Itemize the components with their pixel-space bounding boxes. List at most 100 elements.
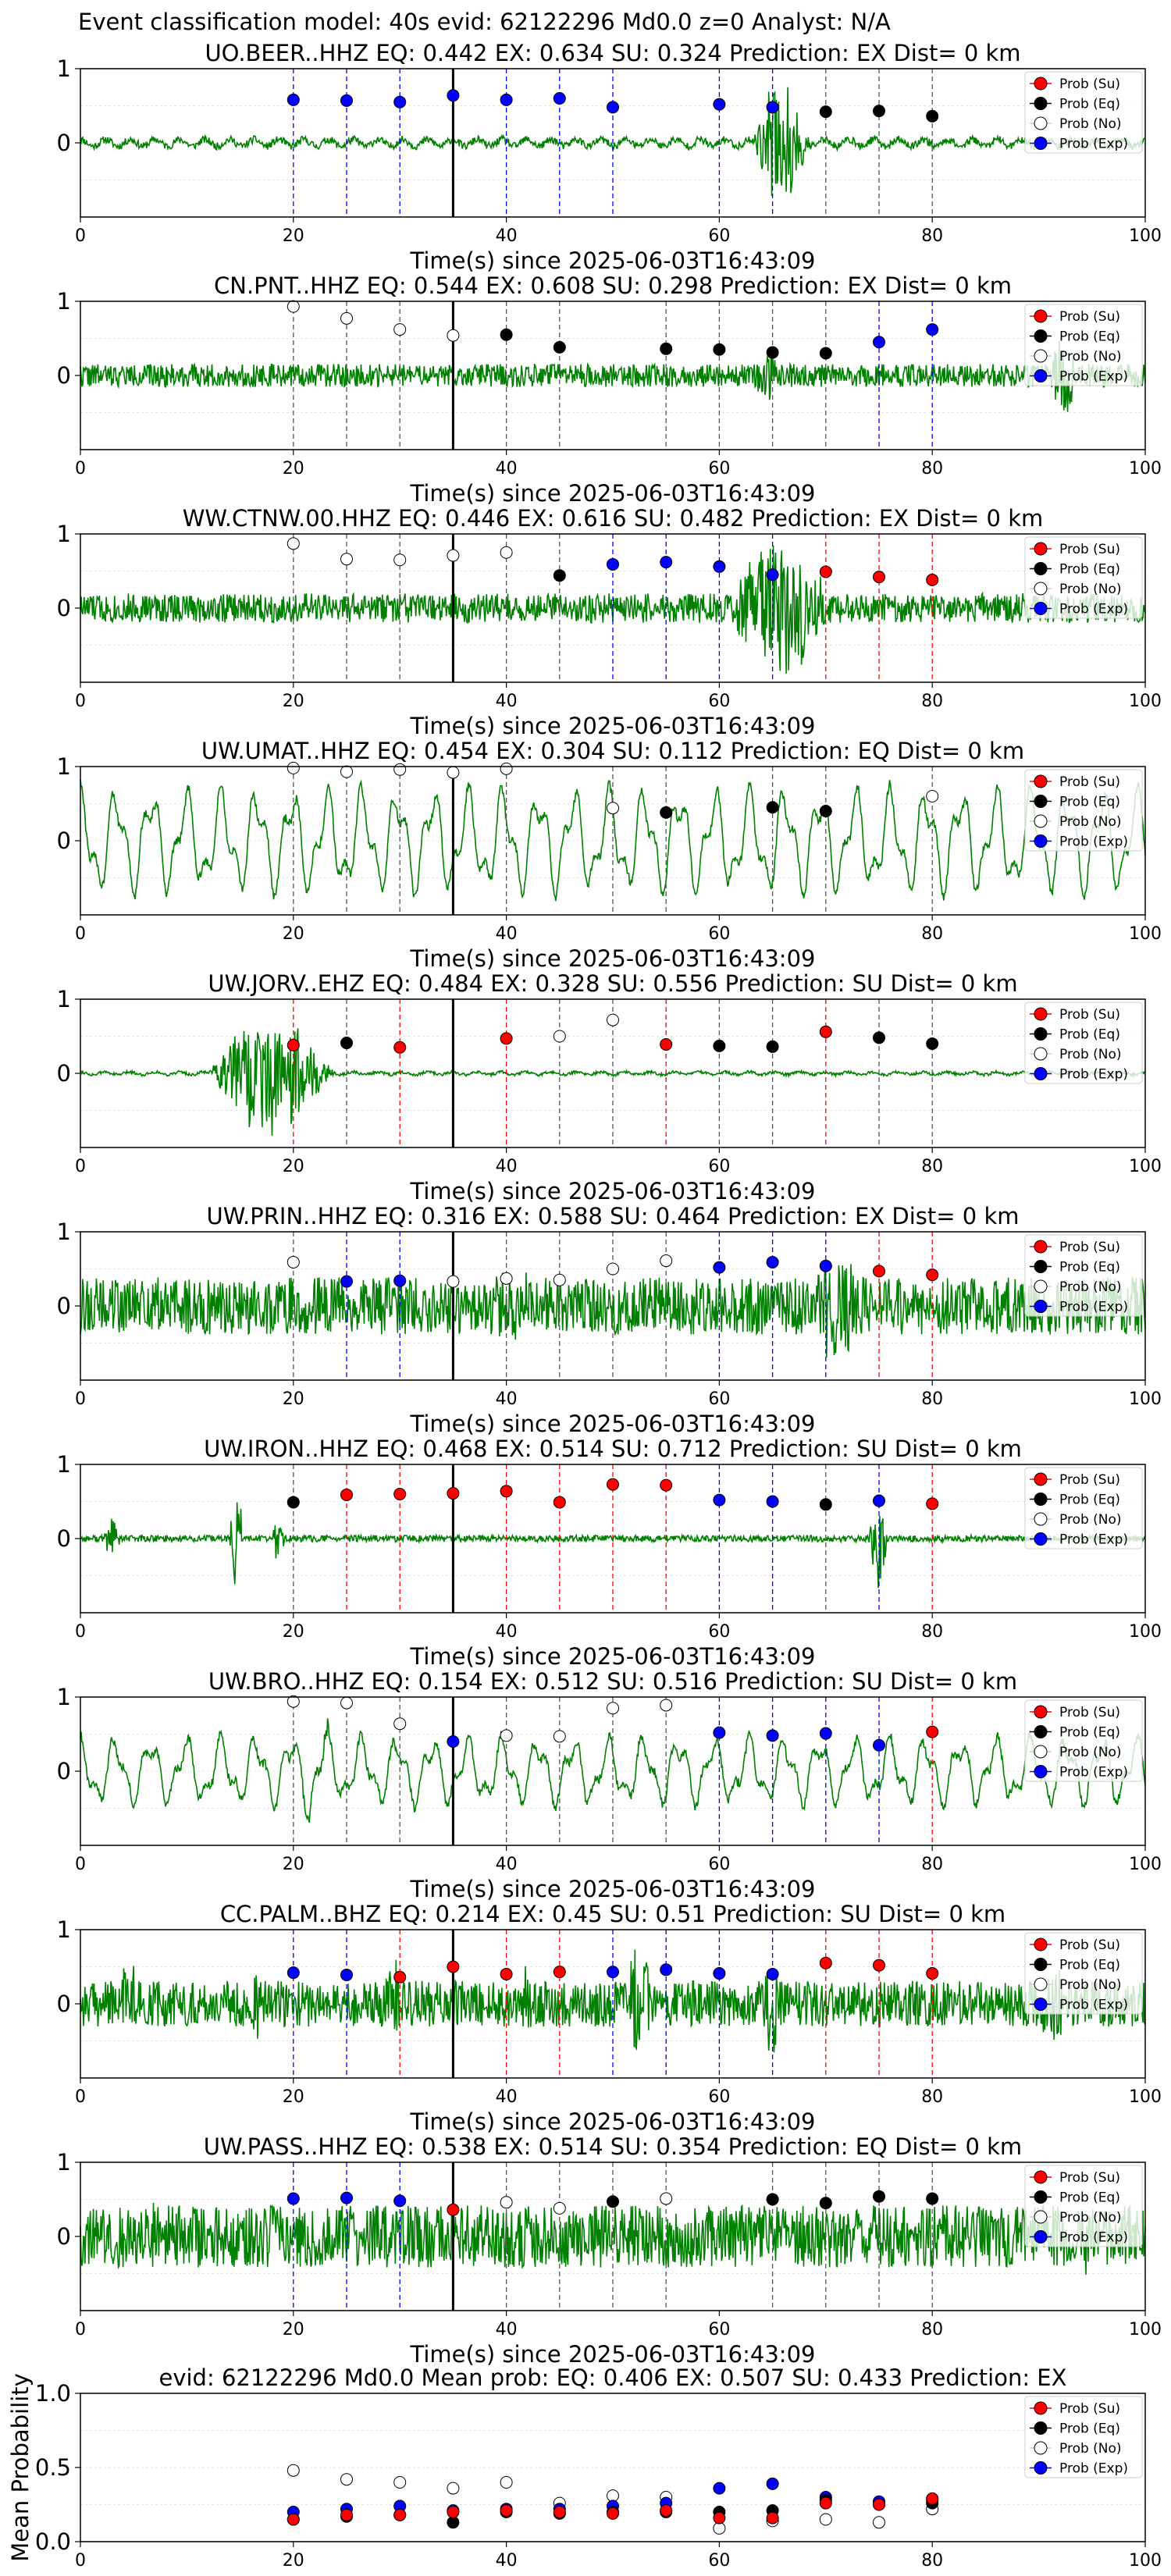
prob-point-no: [393, 1717, 407, 1731]
x-tick-label: 100: [1129, 2087, 1162, 2107]
legend-marker: [1034, 1067, 1048, 1080]
prob-point-su: [393, 1041, 407, 1054]
prob-point-su: [500, 1032, 513, 1045]
legend-marker: [1034, 1532, 1048, 1546]
prob-point-eq: [926, 1037, 939, 1050]
x-tick-label: 0: [75, 226, 86, 246]
prob-point-no: [500, 546, 513, 559]
x-tick-label: 100: [1129, 459, 1162, 479]
x-tick-label: 40: [496, 924, 518, 944]
legend-box: [1024, 1932, 1143, 2015]
mean-point-exp: [713, 2482, 726, 2495]
prob-point-su: [819, 1025, 832, 1038]
legend-box: [1024, 536, 1143, 619]
legend-marker: [1034, 2170, 1048, 2184]
prob-point-no: [447, 1275, 460, 1288]
prob-point-no: [500, 762, 513, 775]
legend-box: [1024, 1467, 1143, 1550]
prob-point-eq: [766, 346, 779, 359]
legend-label: Prob (Eq): [1059, 1725, 1120, 1741]
x-tick-label: 100: [1129, 1622, 1162, 1642]
x-tick-label: 0: [75, 2087, 86, 2107]
x-tick-label: 0: [75, 1622, 86, 1642]
prob-point-su: [340, 1488, 353, 1501]
prob-point-exp: [713, 1493, 726, 1507]
panel-title: evid: 62122296 Md0.0 Mean prob: EQ: 0.40…: [158, 2364, 1066, 2391]
x-axis-label: Time(s) since 2025-06-03T16:43:09: [410, 945, 816, 972]
legend-label: Prob (No): [1059, 582, 1122, 597]
x-tick-label: 20: [283, 2551, 304, 2571]
legend-label: Prob (Exp): [1059, 2461, 1128, 2477]
x-tick-label: 100: [1129, 1389, 1162, 1409]
prob-point-exp: [713, 1261, 726, 1274]
legend-marker: [1034, 1765, 1048, 1778]
mean-point-no: [447, 2482, 460, 2495]
prob-point-su: [660, 1037, 673, 1051]
prob-point-su: [393, 1488, 407, 1500]
prob-point-eq: [819, 105, 832, 119]
legend-label: Prob (Su): [1059, 2170, 1120, 2186]
x-tick-label: 20: [283, 1389, 304, 1409]
prob-point-exp: [447, 1735, 460, 1748]
panel-title: CC.PALM..BHZ EQ: 0.214 EX: 0.45 SU: 0.51…: [220, 1901, 1005, 1927]
prob-point-no: [340, 1696, 353, 1710]
legend-label: Prob (Eq): [1059, 1958, 1120, 1973]
legend-marker: [1034, 2421, 1048, 2435]
prob-point-no: [393, 323, 407, 336]
prob-point-eq: [766, 801, 779, 814]
prob-point-su: [819, 565, 832, 578]
legend-marker: [1034, 1027, 1048, 1041]
waveform-trace: [80, 2202, 1146, 2275]
legend-marker: [1034, 1705, 1048, 1719]
mean-point-su: [713, 2511, 726, 2524]
x-tick-label: 20: [283, 2087, 304, 2107]
x-axis-label: Time(s) since 2025-06-03T16:43:09: [410, 713, 816, 739]
x-tick-label: 0: [75, 2551, 86, 2571]
panel-title: UO.BEER..HHZ EQ: 0.442 EX: 0.634 SU: 0.3…: [205, 40, 1020, 66]
x-tick-label: 80: [921, 2087, 943, 2107]
legend-marker: [1034, 1300, 1048, 1313]
x-tick-label: 40: [496, 1855, 518, 1874]
mean-point-su: [607, 2507, 619, 2520]
legend-box: [1024, 71, 1143, 154]
x-tick-label: 80: [921, 459, 943, 479]
prob-point-no: [926, 790, 939, 802]
waveform-trace: [80, 1502, 1146, 1589]
mean-point-su: [447, 2506, 460, 2518]
prob-point-no: [287, 1255, 300, 1268]
legend-label: Prob (Eq): [1059, 795, 1120, 810]
prob-point-su: [287, 1038, 300, 1051]
x-tick-label: 100: [1129, 226, 1162, 246]
legend-label: Prob (Su): [1059, 1472, 1120, 1488]
legend-marker: [1034, 2190, 1048, 2204]
legend-label: Prob (Eq): [1059, 562, 1120, 578]
x-tick-label: 40: [496, 1622, 518, 1642]
prob-point-exp: [607, 101, 619, 114]
legend-marker: [1034, 602, 1048, 615]
prob-point-su: [447, 1487, 460, 1500]
prob-point-exp: [287, 93, 300, 106]
x-tick-label: 60: [708, 2551, 730, 2571]
prob-point-exp: [873, 1494, 885, 1507]
legend-marker: [1034, 1998, 1048, 2011]
legend-marker: [1034, 1958, 1048, 1971]
x-tick-label: 80: [921, 2551, 943, 2571]
prob-point-su: [926, 1967, 939, 1980]
legend-marker: [1034, 1279, 1048, 1293]
prob-point-eq: [553, 569, 566, 582]
prob-point-eq: [713, 1039, 726, 1052]
prob-point-eq: [819, 805, 832, 817]
waveform-trace: [80, 1028, 1146, 1136]
prob-point-exp: [713, 1726, 726, 1739]
legend-label: Prob (No): [1059, 116, 1122, 132]
prob-point-exp: [393, 95, 407, 109]
x-tick-label: 80: [921, 2320, 943, 2339]
x-tick-label: 100: [1129, 924, 1162, 944]
prob-point-su: [607, 1478, 619, 1491]
legend-label: Prob (Su): [1059, 1240, 1120, 1255]
